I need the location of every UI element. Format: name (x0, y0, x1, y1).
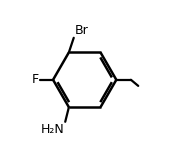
Text: Br: Br (75, 24, 89, 37)
Text: F: F (31, 73, 38, 86)
Text: H₂N: H₂N (40, 123, 64, 136)
